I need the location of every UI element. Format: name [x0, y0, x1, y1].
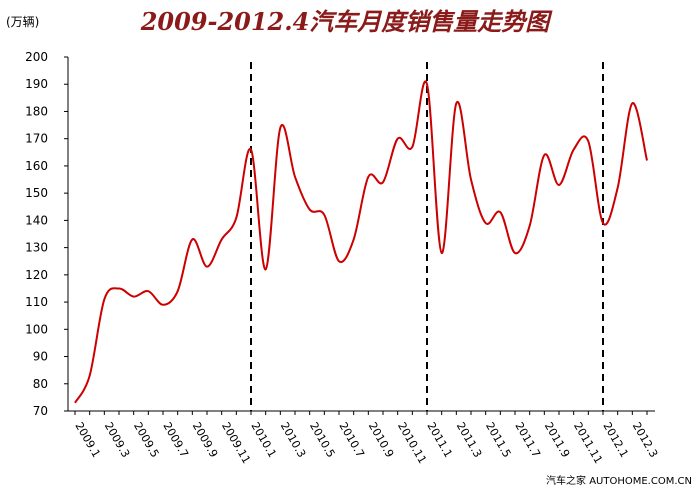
chart-title: 2009-2012.4汽车月度销售量走势图	[140, 7, 554, 36]
x-tick-label: 2010.7	[336, 420, 367, 460]
sales-line	[74, 80, 648, 404]
x-tick-label: 2011.1	[424, 420, 455, 460]
x-tick-label: 2010.11	[395, 420, 429, 466]
x-tick-label: 2011.5	[483, 420, 514, 460]
x-tick-label: 2009.3	[102, 420, 133, 460]
y-tick-label: 150	[25, 186, 48, 200]
x-tick-label: 2011.9	[542, 420, 573, 460]
y-tick-label: 170	[25, 132, 48, 146]
y-axis-label: (万辆)	[6, 15, 39, 29]
x-tick-label: 2011.3	[454, 420, 485, 460]
y-tick-label: 200	[25, 50, 48, 64]
x-tick-label: 2009.5	[131, 420, 162, 460]
x-tick-label: 2010.1	[248, 420, 279, 460]
x-tick-label: 2011.11	[571, 420, 605, 466]
y-tick-label: 110	[25, 295, 48, 309]
x-tick-label: 2012.1	[600, 420, 631, 460]
y-tick-label: 160	[25, 159, 48, 173]
x-tick-label: 2009.11	[219, 420, 253, 466]
y-tick-label: 140	[25, 213, 48, 227]
x-tick-label: 2012.3	[630, 420, 661, 460]
y-tick-label: 180	[25, 104, 48, 118]
watermark: 汽车之家 AUTOHOME.COM.CN	[546, 474, 692, 487]
y-tick-label: 100	[25, 322, 48, 336]
y-tick-label: 70	[33, 404, 48, 418]
x-tick-label: 2010.9	[366, 420, 397, 460]
x-tick-label: 2010.3	[278, 420, 309, 460]
y-tick-label: 80	[33, 377, 48, 391]
x-tick-label: 2009.1	[72, 420, 103, 460]
x-tick-label: 2011.7	[512, 420, 543, 460]
y-tick-label: 130	[25, 241, 48, 255]
y-tick-label: 190	[25, 77, 48, 91]
x-tick-label: 2009.7	[160, 420, 191, 460]
y-tick-label: 120	[25, 268, 48, 282]
x-tick-label: 2009.9	[190, 420, 221, 460]
x-tick-label: 2010.5	[307, 420, 338, 460]
y-tick-label: 90	[33, 350, 48, 364]
